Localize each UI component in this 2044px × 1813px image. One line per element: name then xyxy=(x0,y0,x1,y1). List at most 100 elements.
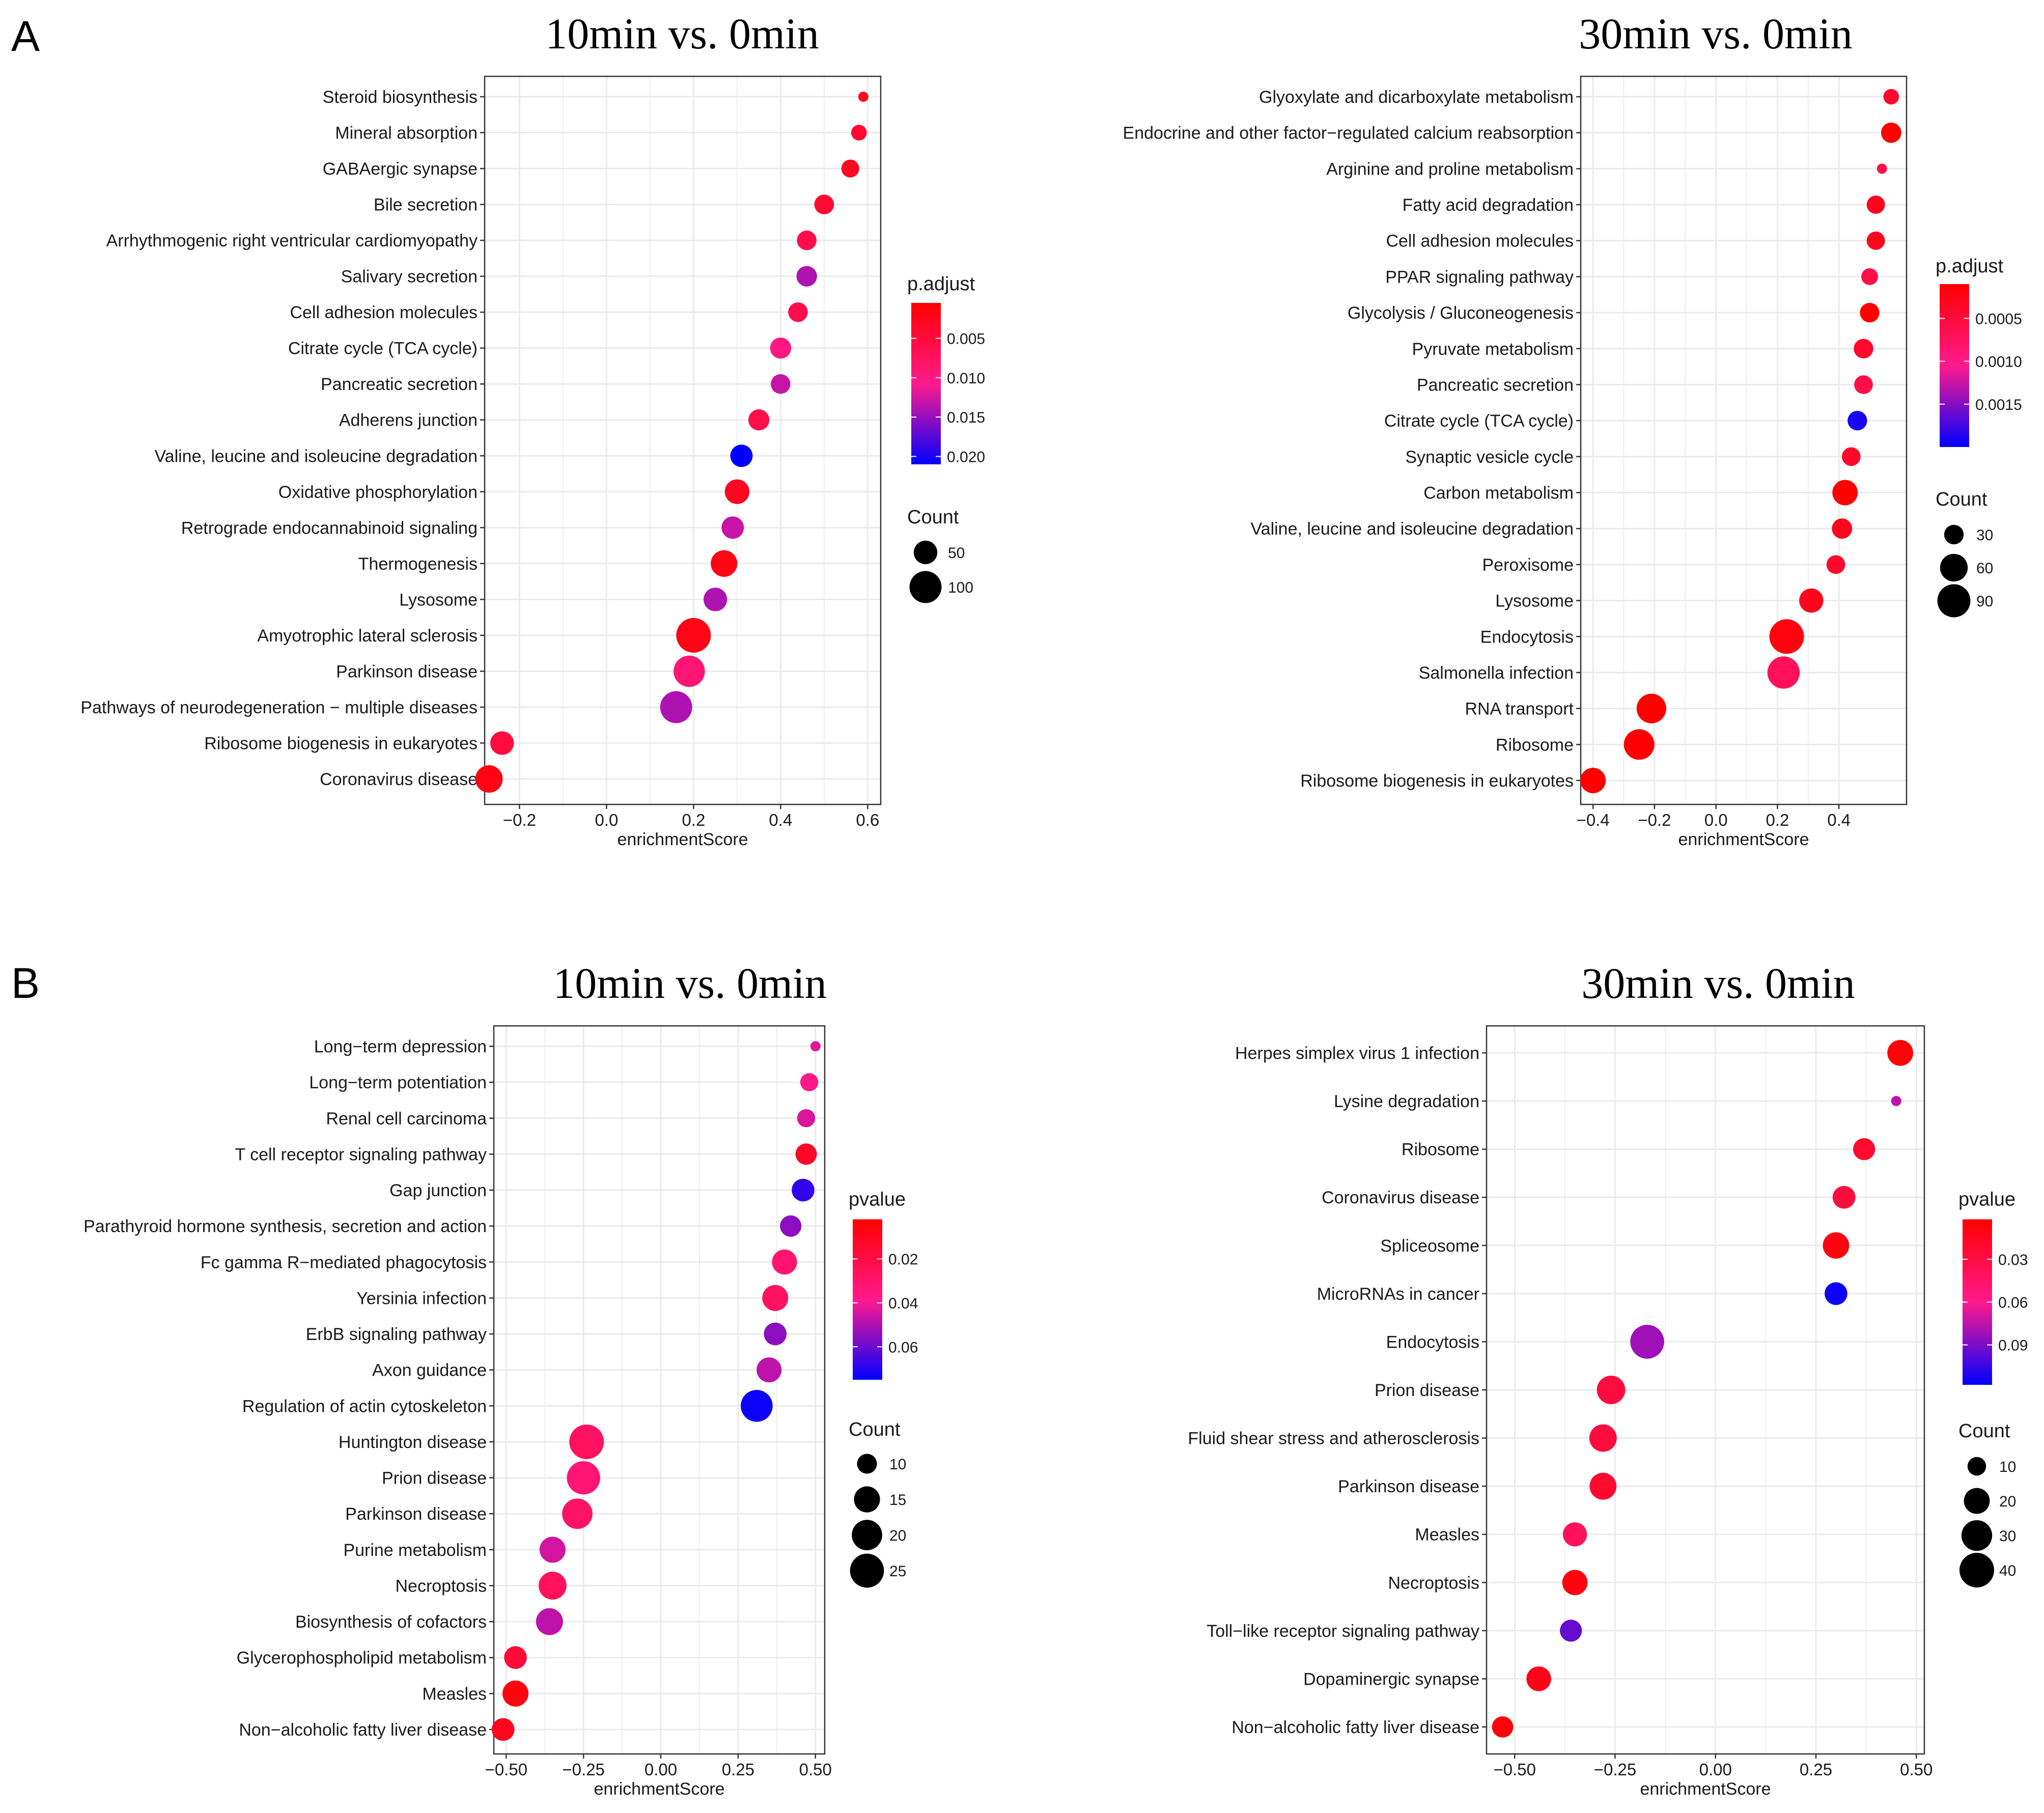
chart-b-10min: 10min vs. 0min Long−term depression Long−t… xyxy=(83,959,918,1799)
chart-title: 30min vs. 0min xyxy=(1579,9,1853,58)
x-tick-label: −0.50 xyxy=(485,1760,528,1779)
category-label: Biosynthesis of cofactors xyxy=(295,1612,487,1632)
category-label: Citrate cycle (TCA cycle) xyxy=(288,339,478,358)
data-point xyxy=(1823,1232,1850,1259)
category-label: Mineral absorption xyxy=(335,124,478,143)
size-legend-dot xyxy=(913,540,938,565)
data-point xyxy=(1630,1325,1664,1359)
color-bar-label: 0.0015 xyxy=(1975,397,2022,413)
data-point xyxy=(676,618,711,653)
x-axis-title: enrichmentScore xyxy=(594,1779,724,1799)
x-tick-label: 0.6 xyxy=(856,811,879,829)
category-label: Peroxisome xyxy=(1482,555,1574,575)
category-label: Fc gamma R−mediated phagocytosis xyxy=(201,1253,487,1272)
category-label: Parkinson disease xyxy=(345,1504,487,1524)
data-point xyxy=(562,1498,593,1529)
data-point xyxy=(1860,302,1880,323)
category-label: Necroptosis xyxy=(395,1576,487,1596)
data-point xyxy=(1562,1570,1588,1596)
data-point xyxy=(569,1424,604,1459)
data-point xyxy=(792,1179,815,1202)
x-tick-label: −0.4 xyxy=(1577,811,1610,829)
data-point xyxy=(748,409,770,431)
size-legend-dot xyxy=(909,571,942,603)
category-label: Herpes simplex virus 1 infection xyxy=(1235,1044,1479,1063)
chart-a-30min: 30min vs. 0min Glyoxylate and dicarboxyla… xyxy=(1123,9,2022,849)
x-tick-label: −0.2 xyxy=(503,811,536,829)
data-point xyxy=(797,1109,816,1128)
color-bar-label: 0.06 xyxy=(888,1339,918,1356)
data-point xyxy=(814,194,834,214)
size-legend-label: 20 xyxy=(889,1527,906,1544)
category-label: Pyruvate metabolism xyxy=(1412,340,1574,359)
category-label: Fatty acid degradation xyxy=(1403,196,1574,215)
x-tick-label: 0.25 xyxy=(1800,1760,1832,1779)
category-label: Endocytosis xyxy=(1480,627,1574,647)
category-label: Regulation of actin cytoskeleton xyxy=(242,1397,487,1416)
data-point xyxy=(757,1357,782,1383)
color-bar-label: 0.005 xyxy=(947,331,985,348)
data-point xyxy=(1589,1424,1617,1452)
size-legend-label: 20 xyxy=(1999,1493,2016,1510)
category-label: Lysosome xyxy=(399,590,478,609)
category-label: Bile secretion xyxy=(374,196,478,215)
category-label: Spliceosome xyxy=(1380,1236,1479,1256)
size-legend-label: 10 xyxy=(1999,1459,2016,1475)
category-label: Ribosome xyxy=(1496,735,1574,755)
chart-title: 10min vs. 0min xyxy=(545,9,819,58)
plot-border xyxy=(1580,75,1908,805)
category-label: RNA transport xyxy=(1465,700,1574,719)
data-point xyxy=(770,337,792,359)
size-legend-label: 100 xyxy=(948,579,973,596)
category-label: Yersinia infection xyxy=(356,1289,487,1308)
data-point xyxy=(730,444,753,467)
x-tick-label: −0.50 xyxy=(1493,1760,1536,1779)
x-tick-label: 0.2 xyxy=(682,811,705,829)
panel-label-b: B xyxy=(11,959,40,1007)
color-legend-title: pvalue xyxy=(849,1189,906,1210)
x-tick-label: −0.25 xyxy=(562,1760,605,1779)
size-legend-dot xyxy=(1961,1520,1993,1551)
category-label: Non−alcoholic fatty liver disease xyxy=(1231,1718,1479,1737)
category-label: Gap junction xyxy=(389,1181,487,1201)
size-legend-dot xyxy=(1944,524,1964,545)
data-point xyxy=(490,731,514,755)
category-label: Huntington disease xyxy=(339,1433,487,1452)
category-label: Non−alcoholic fatty liver disease xyxy=(239,1720,487,1740)
x-tick-label: −0.25 xyxy=(1594,1760,1637,1779)
data-point xyxy=(1877,163,1887,174)
data-point xyxy=(1767,656,1800,689)
data-point xyxy=(475,765,503,793)
x-tick-label: 0.00 xyxy=(1699,1760,1732,1779)
category-label: Ribosome biogenesis in eukaryotes xyxy=(204,734,478,753)
category-label: Glycerophospholipid metabolism xyxy=(237,1649,487,1668)
color-bar-label: 0.0010 xyxy=(1975,354,2022,371)
color-bar-label: 0.03 xyxy=(1998,1251,2028,1268)
size-legend-title: Count xyxy=(849,1419,901,1440)
color-bar-label: 0.04 xyxy=(888,1295,918,1312)
data-point xyxy=(764,1322,787,1346)
category-label: Parathyroid hormone synthesis, secretion… xyxy=(83,1217,487,1236)
data-point xyxy=(1881,122,1901,143)
size-legend-dot xyxy=(1967,1457,1986,1476)
data-point xyxy=(721,516,744,539)
category-label: Fluid shear stress and atherosclerosis xyxy=(1188,1429,1479,1448)
color-bar-label: 0.06 xyxy=(1998,1295,2028,1312)
category-label: Valine, leucine and isoleucine degradati… xyxy=(155,447,478,466)
color-bar-label: 0.02 xyxy=(888,1251,918,1268)
data-point xyxy=(660,691,692,723)
color-bar xyxy=(853,1219,882,1380)
category-label: Arrhythmogenic right ventricular cardiom… xyxy=(106,231,478,250)
data-point xyxy=(1562,1522,1587,1547)
x-axis-title: enrichmentScore xyxy=(1678,830,1809,849)
category-label: Necroptosis xyxy=(1388,1573,1479,1593)
color-legend-title: p.adjust xyxy=(907,273,975,295)
data-point xyxy=(796,266,817,287)
category-label: Measles xyxy=(1415,1525,1479,1545)
category-label: Long−term depression xyxy=(314,1037,487,1056)
category-label: ErbB signaling pathway xyxy=(306,1325,487,1344)
category-label: Endocytosis xyxy=(1386,1332,1479,1352)
category-label: Ribosome biogenesis in eukaryotes xyxy=(1300,771,1574,791)
plot-border xyxy=(484,75,882,805)
data-point xyxy=(1769,619,1804,654)
